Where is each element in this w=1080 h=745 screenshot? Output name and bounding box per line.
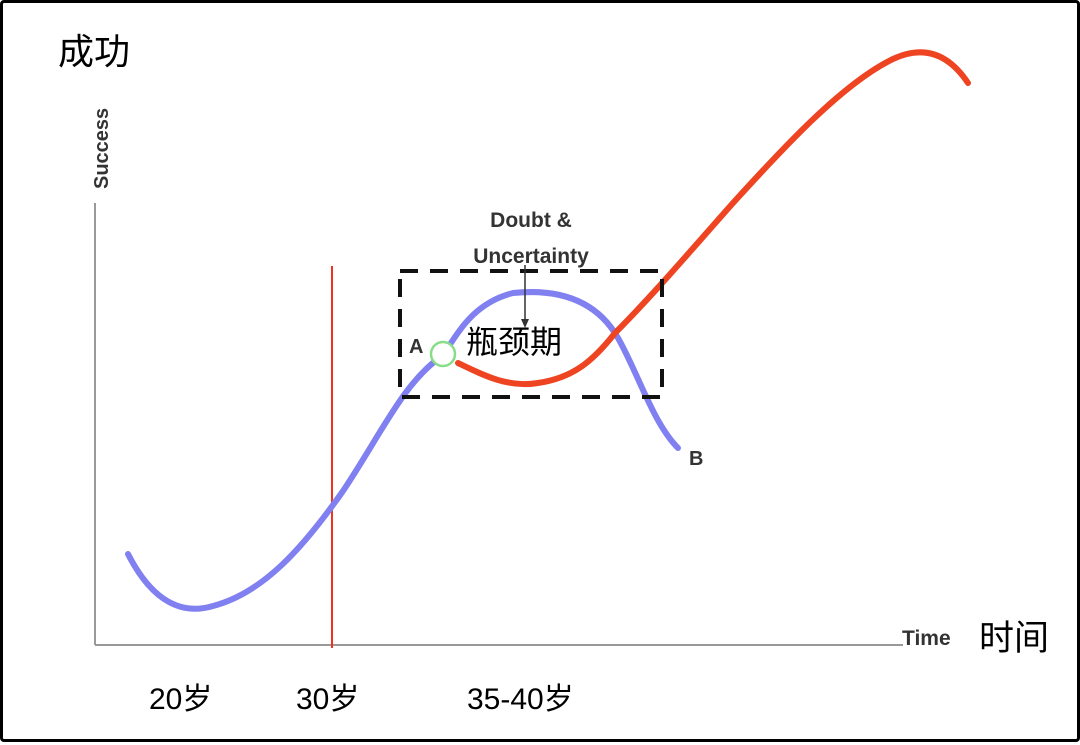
y-axis-label-cn: 成功 [58, 32, 130, 73]
red-curve-growth-path [455, 49, 971, 387]
point-a-marker [429, 340, 457, 368]
annotation-uncertainty-label: Uncertainty [473, 245, 589, 268]
point-b-label: B [689, 448, 703, 470]
y-axis-label-en: Success [91, 108, 113, 189]
success-curve-diagram: 成功 Success Time 时间 Doubt & Uncertainty 瓶… [58, 32, 1049, 716]
annotation-arrow-head [521, 319, 529, 328]
age-label-30: 30岁 [296, 683, 359, 716]
x-axis-label-cn: 时间 [979, 619, 1049, 659]
annotation-doubt-label: Doubt & [490, 209, 572, 232]
bottleneck-dashed-box [398, 269, 664, 399]
blue-curve-decline-path [125, 289, 681, 612]
x-axis-label-en: Time [902, 627, 951, 650]
annotation-bottleneck-cn: 瓶颈期 [466, 323, 562, 361]
age-label-35-40: 35-40岁 [467, 683, 574, 716]
point-a-label: A [409, 336, 423, 358]
age-label-20: 20岁 [149, 683, 212, 716]
